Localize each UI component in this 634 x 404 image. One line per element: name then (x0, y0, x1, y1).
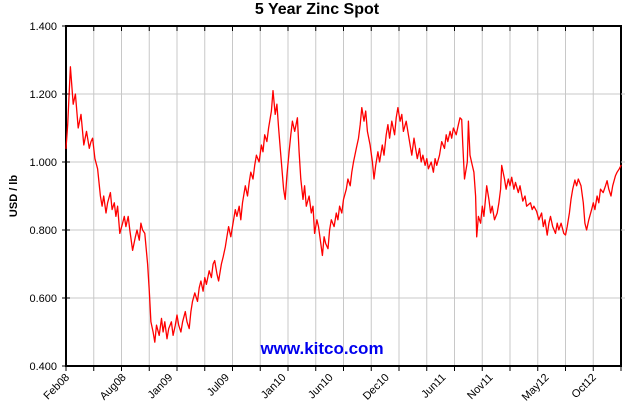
x-tick-label: Feb08 (42, 372, 73, 403)
x-tick-label: Jun11 (419, 372, 448, 401)
x-tick-label: Jan09 (146, 372, 176, 402)
y-tick-label: 0.800 (29, 225, 57, 237)
y-tick-label: 0.400 (29, 361, 57, 373)
x-tick-label: Jan10 (259, 372, 289, 402)
x-tick-label: Nov11 (465, 372, 495, 402)
x-tick-label: Jul09 (205, 372, 232, 399)
y-tick-label: 1.000 (29, 157, 57, 169)
price-line (65, 66, 622, 343)
kitco-watermark: www.kitco.com (260, 339, 384, 358)
y-tick-label: 1.400 (29, 21, 57, 33)
x-tick-label: Oct12 (570, 372, 599, 401)
x-tick-label: May12 (520, 372, 552, 404)
y-tick-label: 1.200 (29, 89, 57, 101)
x-tick-label: Aug08 (98, 372, 129, 403)
x-tick-label: Dec10 (361, 372, 392, 403)
x-tick-label: Jun10 (306, 372, 336, 402)
chart-title: 5 Year Zinc Spot (254, 1, 380, 18)
y-tick-label: 0.600 (29, 293, 57, 305)
